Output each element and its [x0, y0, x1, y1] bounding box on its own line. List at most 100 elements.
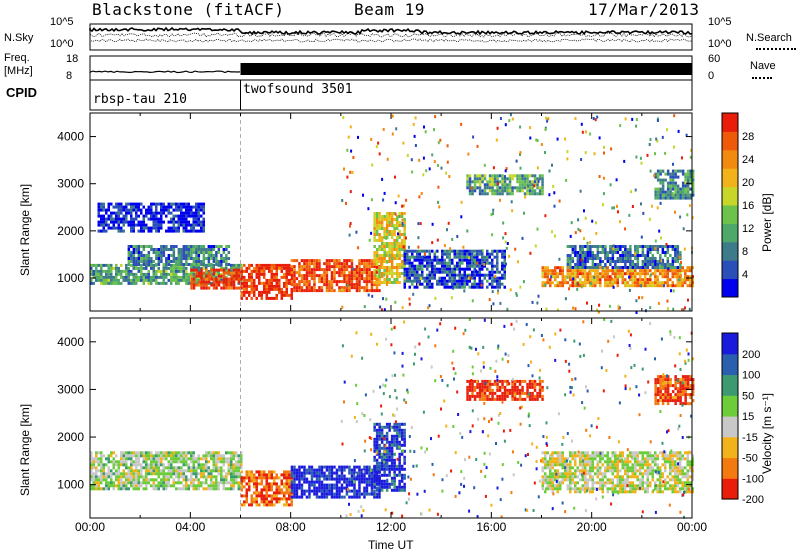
power-cell	[370, 262, 374, 266]
power-cell	[110, 272, 113, 276]
velocity-cell	[212, 475, 215, 479]
power-cell	[566, 281, 569, 285]
velocity-cell	[227, 451, 230, 455]
velocity-cell	[110, 469, 113, 473]
power-cell	[616, 248, 620, 251]
power-cell	[200, 214, 203, 218]
power-cell	[676, 175, 680, 179]
power-cell	[197, 202, 200, 206]
power-cell	[333, 289, 336, 293]
power-cell	[591, 263, 595, 266]
velocity-cell	[375, 482, 379, 486]
velocity-cell	[330, 468, 334, 472]
velocity-cell	[290, 471, 294, 475]
power-cell	[200, 205, 203, 209]
power-cell	[544, 275, 547, 279]
power-cell	[421, 267, 424, 271]
power-cell	[165, 257, 168, 260]
velocity-cell	[157, 469, 160, 473]
power-cell	[192, 272, 195, 276]
power-cell	[536, 192, 539, 196]
power-cell	[240, 275, 243, 279]
power-cell	[293, 283, 296, 287]
velocity-cell	[220, 454, 223, 458]
power-cell	[669, 187, 672, 191]
power-cell	[373, 289, 376, 293]
power-cell	[95, 278, 98, 282]
velocity-cell	[192, 478, 195, 482]
velocity-cell	[395, 437, 399, 441]
power-cell	[411, 270, 414, 274]
power-sparse-cell	[401, 218, 404, 222]
power-cell	[182, 269, 185, 273]
power-cell	[380, 263, 384, 266]
power-cell	[395, 218, 399, 221]
velocity-cell	[237, 463, 240, 467]
power-cell	[656, 178, 660, 182]
power-cell	[95, 266, 98, 270]
power-cell	[634, 257, 637, 260]
power-cell	[586, 272, 589, 276]
power-cell	[323, 274, 326, 278]
power-cell	[170, 248, 173, 251]
power-cell	[112, 281, 115, 285]
velocity-cell	[373, 428, 376, 432]
power-cell	[689, 169, 692, 173]
power-cell	[416, 267, 419, 271]
velocity-cell	[378, 464, 381, 468]
power-cell	[147, 211, 150, 215]
power-cell	[441, 279, 444, 283]
power-cell	[170, 211, 173, 215]
power-cell	[393, 281, 396, 284]
power-cell	[355, 280, 359, 284]
power-cell	[609, 260, 612, 263]
velocity-cell	[248, 473, 251, 477]
velocity-cell	[135, 469, 138, 473]
power-cell	[496, 177, 499, 181]
velocity-cell	[235, 481, 238, 485]
power-cell	[456, 255, 459, 259]
power-cell	[438, 258, 441, 262]
power-cell	[476, 270, 479, 274]
velocity-cell	[97, 487, 100, 491]
velocity-cell	[185, 481, 188, 485]
power-cell	[102, 205, 105, 209]
power-sparse-cell	[672, 162, 674, 166]
power-cell	[681, 187, 685, 191]
power-cell	[217, 251, 221, 254]
power-cell	[150, 211, 153, 215]
velocity-cell	[370, 483, 374, 487]
power-sparse-cell	[635, 311, 638, 314]
power-cell	[651, 245, 655, 248]
power-cell	[609, 281, 612, 285]
power-cell	[155, 254, 158, 257]
power-cell	[290, 274, 294, 278]
velocity-cell	[135, 460, 138, 464]
power-cell	[378, 266, 381, 269]
power-cell	[225, 286, 228, 290]
power-cell	[157, 257, 161, 260]
power-sparse-cell	[433, 160, 436, 164]
velocity-cell	[300, 477, 304, 481]
power-cell	[117, 205, 120, 209]
velocity-cell	[215, 454, 218, 458]
power-cell	[411, 282, 414, 286]
power-sparse-cell	[418, 158, 421, 162]
power-cell	[626, 248, 630, 251]
power-cell	[431, 270, 434, 274]
power-cell	[217, 268, 221, 272]
power-cell	[516, 177, 519, 181]
velocity-cell	[140, 484, 143, 488]
power-cell	[177, 220, 180, 224]
velocity-cell	[235, 454, 238, 458]
velocity-cell	[130, 472, 133, 476]
velocity-cell	[135, 484, 138, 488]
velocity-cell	[313, 480, 316, 484]
power-cell	[383, 230, 386, 233]
power-cell	[222, 274, 226, 278]
power-cell	[187, 251, 191, 254]
power-cell	[541, 177, 544, 181]
velocity-cell	[258, 494, 261, 498]
power-cell	[636, 251, 640, 254]
power-cell	[473, 177, 477, 181]
